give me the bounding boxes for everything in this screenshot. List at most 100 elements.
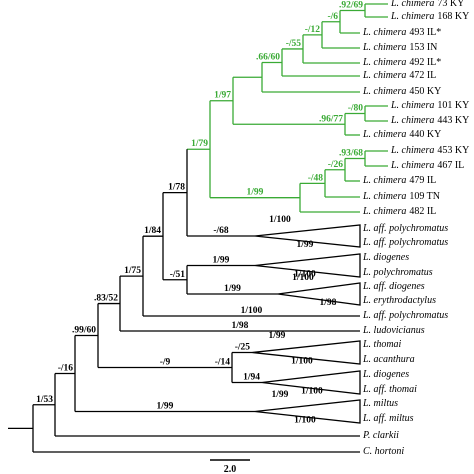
locality: 482 IL [409,206,436,217]
support-value: -/12 [305,25,321,35]
support-value: -/68 [213,226,229,236]
support-value: 1/100 [291,357,313,367]
taxon-name: L. aff. polychromatus [362,223,448,234]
taxon-label: L. chimera 479 IL [362,175,436,186]
locality: 101 KY [437,100,469,111]
taxon-label: L. chimera 168 KY [390,11,469,22]
taxon-label: L. erythrodactylus [362,295,436,306]
locality: 109 TN [409,191,440,202]
locality: 453 KY [437,145,469,156]
locality: 450 KY [409,86,441,97]
collapsed-clade [261,370,361,395]
taxon-name: L. chimera [390,100,434,111]
taxon-name: L. chimera [390,0,434,9]
support-value: 1/98 [320,298,337,308]
taxon-label: L. chimera 443 KY [390,115,469,126]
taxon-label: L. chimera 472 IL [362,70,436,81]
taxon-name: L. erythrodactylus [362,295,436,306]
scale-label: 2.0 [224,464,237,474]
support-value: .66/60 [256,52,280,62]
taxon-label: L. aff. thomai [362,384,417,395]
taxon-label: L. chimera 453 KY [390,145,469,156]
support-value: -/6 [327,12,338,22]
taxon-name: L. chimera [362,129,406,140]
support-value: .99/60 [72,326,96,336]
taxon-name: L. chimera [390,115,434,126]
taxon-name: L. chimera [390,11,434,22]
taxon-label: L. ludovicianus [362,325,425,336]
support-value: 1/94 [243,373,260,383]
collapsed-clade [254,224,361,248]
taxon-label: L. chimera 73 KY [390,0,464,9]
locality: 153 IN [409,42,437,53]
taxon-label: L. chimera 153 IN [362,42,437,53]
taxon-name: L. chimera [362,86,406,97]
locality: 492 IL* [409,57,441,68]
taxon-label: L. aff. polychromatus [362,223,448,234]
locality: 168 KY [437,11,469,22]
support-value: -/55 [286,39,302,49]
support-value: 1/75 [124,266,141,276]
taxon-label: L. acanthura [362,354,415,365]
support-value: 1/99 [157,402,174,412]
support-value: .93/68 [339,149,363,159]
taxon-name: L. diogenes [362,252,409,263]
support-value: -/25 [235,343,251,353]
support-value: -/14 [215,358,231,368]
support-value: 1/100 [301,387,323,397]
taxon-name: L. polychromatus [362,267,433,278]
support-value: 1/100 [269,215,291,225]
taxon-name: L. ludovicianus [362,325,425,336]
support-value: -/26 [328,160,344,170]
taxon-name: L. aff. miltus [362,413,414,424]
taxon-name: L. chimera [362,191,406,202]
support-value: 1/100 [294,416,316,426]
support-value: 1/79 [191,139,208,149]
support-value: -/9 [160,358,171,368]
locality: 472 IL [409,70,436,81]
locality: 467 IL [437,160,464,171]
support-value: 1/100 [292,273,314,283]
taxon-label: L. chimera 101 KY [390,100,469,111]
support-value: 1/99 [224,284,241,294]
taxon-label: L. polychromatus [362,267,433,278]
taxon-name: L. thomai [362,339,402,350]
support-value: .92/69 [339,1,363,11]
taxon-name: C. hortoni [363,446,404,457]
taxon-label: L. chimera 482 IL [362,206,436,217]
taxon-label: L. aff. miltus [362,413,414,424]
taxon-name: L. aff. polychromatus [362,310,448,321]
locality: 73 KY [437,0,464,9]
taxon-label: L. chimera 467 IL [390,160,464,171]
taxon-name: L. aff. thomai [362,384,417,395]
support-value: 1/99 [213,256,230,266]
taxon-name: L. aff. polychromatus [362,237,448,248]
support-value: 1/97 [214,91,231,101]
taxon-label: L. aff. polychromatus [362,237,448,248]
taxon-label: L. diogenes [362,369,409,380]
taxon-name: L. chimera [362,42,406,53]
collapsed-clade [254,399,361,424]
support-value: -/16 [58,364,74,374]
taxon-name: L. chimera [362,206,406,217]
taxon-label: C. hortoni [363,446,404,457]
support-value: 1/78 [168,183,185,193]
collapsed-clade [251,340,361,365]
taxon-label: P. clarkii [362,430,399,441]
taxon-label: L. chimera 450 KY [362,86,441,97]
taxon-label: L. chimera 493 IL* [362,27,441,38]
taxon-label: L. aff. diogenes [362,281,425,292]
support-value: .83/52 [94,294,118,304]
collapsed-clade [254,253,361,278]
taxon-name: L. chimera [362,70,406,81]
taxon-name: L. aff. diogenes [362,281,425,292]
support-value: -/48 [308,173,324,183]
locality: 440 KY [409,129,441,140]
support-value: -/51 [170,270,186,280]
taxon-label: L. chimera 492 IL* [362,57,441,68]
support-value: 1/98 [232,321,249,331]
support-value: .96/77 [319,114,343,124]
taxon-name: L. miltus [362,398,398,409]
support-value: 1/99 [269,331,286,341]
